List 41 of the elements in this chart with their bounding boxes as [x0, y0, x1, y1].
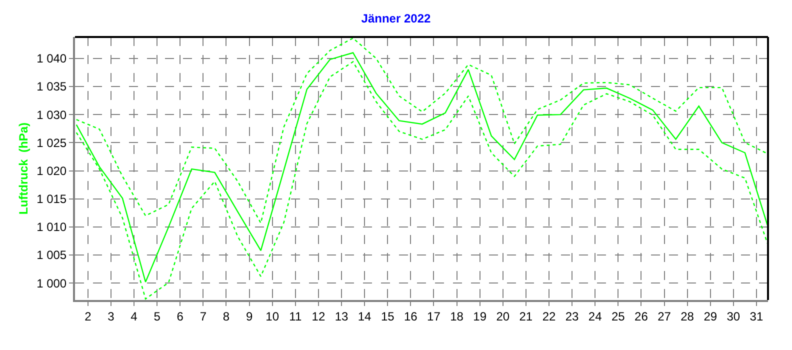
x-tick-label: 18 — [450, 309, 464, 324]
x-tick-label: 31 — [750, 309, 764, 324]
x-tick-label: 30 — [726, 309, 740, 324]
y-tick-label: 1 015 — [36, 192, 67, 206]
x-tick-label: 10 — [266, 309, 280, 324]
x-tick-label: 12 — [312, 309, 326, 324]
x-tick-label: 26 — [634, 309, 648, 324]
x-tick-label: 15 — [380, 309, 395, 324]
x-tick-label: 9 — [246, 309, 253, 324]
x-tick-label: 3 — [108, 309, 115, 324]
chart-title: Jänner 2022 — [361, 11, 432, 26]
x-tick-label: 19 — [473, 309, 487, 324]
x-tick-label: 28 — [680, 309, 694, 324]
y-tick-label: 1 005 — [36, 248, 67, 262]
x-tick-label: 20 — [496, 309, 510, 324]
y-tick-label: 1 035 — [36, 80, 67, 94]
x-tick-label: 17 — [427, 309, 441, 324]
y-tick-label: 1 020 — [36, 164, 67, 178]
x-tick-label: 16 — [404, 309, 418, 324]
x-tick-label: 24 — [588, 309, 602, 324]
x-tick-label: 21 — [519, 309, 533, 324]
x-tick-label: 14 — [358, 309, 372, 324]
x-tick-label: 25 — [611, 309, 626, 324]
x-tick-label: 5 — [154, 309, 161, 324]
x-tick-label: 22 — [542, 309, 556, 324]
y-axis-title: Luftdruck (hPa) — [16, 122, 30, 214]
x-tick-label: 29 — [704, 309, 718, 324]
y-tick-label: 1 040 — [36, 52, 67, 66]
y-tick-label: 1 025 — [36, 136, 67, 150]
x-tick-label: 27 — [658, 309, 672, 324]
x-tick-label: 4 — [130, 309, 138, 324]
x-tick-label: 8 — [222, 309, 230, 324]
y-tick-label: 1 010 — [36, 220, 67, 234]
x-tick-label: 2 — [84, 309, 92, 324]
x-tick-label: 6 — [176, 309, 184, 324]
y-tick-label: 1 000 — [36, 276, 67, 290]
x-tick-label: 23 — [565, 309, 580, 324]
x-tick-label: 13 — [334, 309, 348, 324]
x-tick-label: 7 — [200, 309, 207, 324]
y-tick-label: 1 030 — [36, 108, 67, 122]
x-tick-label: 11 — [289, 309, 302, 324]
